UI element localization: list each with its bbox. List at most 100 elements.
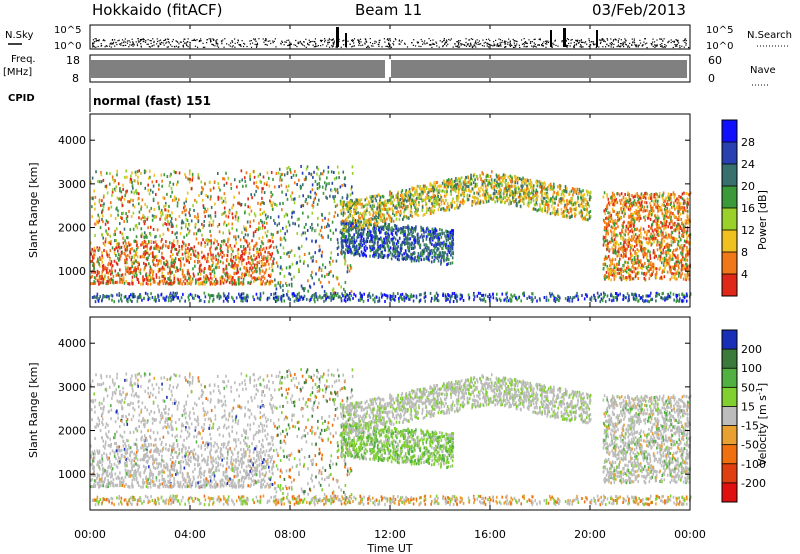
power-cell	[170, 222, 173, 226]
power-cell	[279, 256, 282, 260]
nsky-dot	[411, 42, 413, 44]
power-cell	[225, 264, 228, 268]
power-cell	[366, 246, 368, 250]
power-cell	[172, 244, 175, 248]
power-cell	[205, 277, 207, 281]
nsky-dot	[546, 41, 548, 43]
power-cell	[283, 173, 286, 177]
power-cell	[286, 167, 288, 171]
power-cell	[431, 227, 434, 231]
power-cell	[311, 183, 314, 187]
nsky-dot	[366, 46, 368, 49]
power-cell	[209, 280, 211, 284]
power-cell	[275, 287, 278, 291]
power-cell	[162, 282, 165, 286]
power-cell	[235, 282, 237, 286]
nsky-dot	[262, 38, 264, 40]
power-cell	[106, 191, 109, 195]
nsky-dot	[187, 46, 189, 48]
power-cell	[114, 239, 116, 243]
power-cell	[119, 216, 122, 220]
nsky-dot	[289, 41, 291, 43]
power-cell	[138, 222, 140, 226]
power-cell	[265, 246, 268, 250]
nsky-dot	[469, 45, 471, 47]
power-cell	[433, 208, 436, 212]
power-cell	[128, 271, 130, 275]
power-cell	[263, 276, 266, 280]
power-cell	[144, 186, 147, 190]
power-cell	[301, 183, 304, 187]
power-cell	[122, 183, 124, 187]
nsky-dot	[140, 39, 142, 42]
nsky-dot	[665, 45, 667, 47]
power-cell	[184, 213, 187, 217]
power-cell	[126, 253, 129, 257]
power-cell	[105, 186, 108, 190]
power-cell	[109, 234, 112, 238]
power-cell	[174, 217, 177, 221]
power-cell	[451, 247, 454, 251]
power-cell	[423, 248, 425, 252]
power-cell	[133, 261, 135, 265]
power-cell	[181, 252, 184, 256]
power-cell	[268, 282, 270, 286]
nsky-dot	[661, 38, 663, 40]
nsky-dot	[497, 44, 499, 47]
power-cell	[206, 257, 209, 261]
power-cell	[444, 190, 446, 194]
power-cell	[111, 246, 114, 250]
power-cell	[581, 204, 583, 208]
power-cell	[97, 257, 99, 261]
nsky-dot	[351, 39, 353, 42]
power-cell	[224, 200, 227, 204]
power-cell	[106, 282, 108, 286]
nsky-dot	[128, 40, 130, 42]
power-cell	[106, 267, 109, 271]
nsky-dot	[677, 39, 679, 42]
power-cell	[139, 271, 142, 275]
power-cell	[153, 255, 155, 259]
power-cell	[284, 238, 287, 242]
nsky-dot	[96, 39, 98, 42]
nsky-dot	[159, 42, 161, 44]
power-cell	[447, 235, 450, 239]
power-cell	[321, 212, 323, 216]
nsky-dot	[343, 44, 345, 46]
nsky-dot	[184, 42, 186, 44]
power-cell	[93, 246, 96, 250]
power-cell	[349, 264, 352, 268]
power-cell	[363, 217, 365, 221]
power-cell	[102, 220, 104, 224]
nsky-dot	[387, 46, 389, 48]
power-cell	[212, 256, 214, 260]
power-cell	[168, 241, 171, 245]
nsky-dot	[577, 39, 579, 41]
power-cell	[173, 280, 175, 284]
power-cell	[393, 223, 396, 227]
nsky-dot	[620, 39, 622, 41]
power-cell	[116, 169, 119, 173]
power-cell	[327, 234, 330, 238]
power-cell	[324, 265, 327, 269]
power-cell	[396, 250, 399, 254]
power-cell	[147, 256, 149, 260]
power-cell	[101, 270, 104, 274]
power-cell	[145, 256, 148, 260]
nsky-dot	[423, 42, 425, 44]
power-cell	[98, 282, 101, 286]
power-cell	[413, 226, 416, 230]
power-cell	[244, 272, 246, 276]
power-cell	[395, 213, 398, 217]
power-cell	[150, 206, 153, 210]
power-cell	[254, 257, 256, 261]
nsky-dot	[173, 45, 176, 48]
power-cell	[152, 190, 154, 194]
power-cell	[218, 186, 220, 190]
power-cell	[116, 173, 118, 177]
power-cell	[243, 236, 245, 240]
power-cell	[327, 273, 330, 277]
power-cell	[225, 214, 227, 218]
power-cell	[170, 220, 172, 224]
power-cell	[218, 196, 221, 200]
